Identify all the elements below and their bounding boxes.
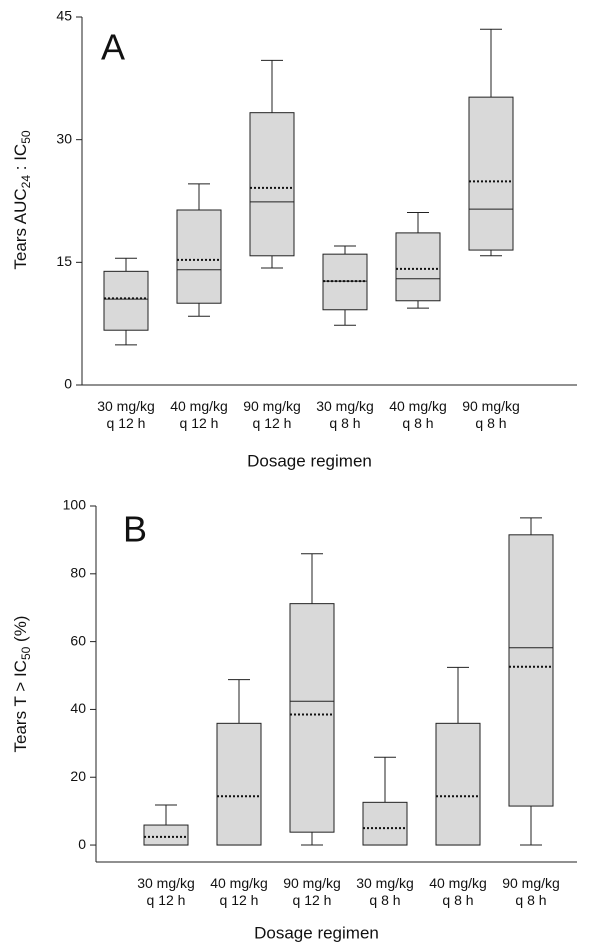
- x-tick-label-line: q 12 h: [107, 415, 146, 431]
- y-axis-title-part: Tears T > IC: [11, 660, 30, 752]
- x-tick-label-line: q 8 h: [515, 892, 546, 908]
- x-tick-label-line: 40 mg/kg: [170, 398, 228, 414]
- box: [103, 270, 149, 331]
- x-tick-label: 90 mg/kg q 8 h: [462, 398, 520, 431]
- box: [468, 96, 514, 251]
- x-tick-label: 30 mg/kg q 12 h: [97, 398, 155, 431]
- box: [508, 534, 554, 807]
- x-tick-label: 40 mg/kg q 12 h: [210, 875, 268, 908]
- x-tick-label-line: 90 mg/kg: [502, 875, 560, 891]
- x-tick-label: 90 mg/kg q 12 h: [283, 875, 341, 908]
- y-axis-title-part: Tears AUC: [11, 188, 30, 269]
- box: [395, 232, 441, 302]
- x-tick-label-line: 30 mg/kg: [137, 875, 195, 891]
- x-tick-label-line: q 8 h: [475, 415, 506, 431]
- x-tick-label: 40 mg/kg q 8 h: [389, 398, 447, 431]
- y-axis-title-subscript: 50: [19, 646, 33, 660]
- box: [249, 112, 295, 257]
- y-axis-title-subscript: 24: [19, 175, 33, 189]
- x-tick-label-line: q 12 h: [220, 892, 259, 908]
- x-tick-label-line: 40 mg/kg: [389, 398, 447, 414]
- y-tick-label: 0: [78, 836, 86, 852]
- x-tick-label: 40 mg/kg q 12 h: [170, 398, 228, 431]
- x-tick-label-line: 30 mg/kg: [316, 398, 374, 414]
- x-tick-label-line: q 8 h: [369, 892, 400, 908]
- box: [435, 722, 481, 846]
- box: [143, 824, 189, 846]
- x-tick-label-line: 30 mg/kg: [356, 875, 414, 891]
- x-axis-title: Dosage regimen: [247, 451, 372, 470]
- y-tick-label: 40: [70, 700, 86, 716]
- y-tick-label: 30: [56, 130, 72, 146]
- x-tick-label-line: q 12 h: [180, 415, 219, 431]
- x-tick-label-line: q 12 h: [253, 415, 292, 431]
- y-axis-title-subscript: 50: [19, 130, 33, 144]
- y-axis-title-part: : IC: [11, 144, 30, 175]
- y-tick-label: 80: [70, 565, 86, 581]
- x-tick-label-line: 90 mg/kg: [283, 875, 341, 891]
- x-tick-label-line: 90 mg/kg: [243, 398, 301, 414]
- x-axis-title: Dosage regimen: [254, 923, 379, 942]
- y-axis-title: Tears AUC24 : IC50: [11, 130, 33, 269]
- x-tick-label: 90 mg/kg q 8 h: [502, 875, 560, 908]
- x-tick-label: 30 mg/kg q 12 h: [137, 875, 195, 908]
- box: [176, 209, 222, 304]
- y-tick-label: 15: [56, 253, 72, 269]
- x-tick-label-line: q 12 h: [147, 892, 186, 908]
- x-tick-label-line: 90 mg/kg: [462, 398, 520, 414]
- x-tick-label-line: 40 mg/kg: [429, 875, 487, 891]
- y-axis-title-part: (%): [11, 616, 30, 647]
- panel-label: B: [123, 509, 147, 550]
- panel-label: A: [101, 27, 125, 68]
- x-tick-label-line: q 8 h: [442, 892, 473, 908]
- x-tick-label: 90 mg/kg q 12 h: [243, 398, 301, 431]
- y-axis-title: Tears T > IC50 (%): [11, 616, 33, 753]
- box: [216, 722, 262, 846]
- x-tick-label-line: q 8 h: [329, 415, 360, 431]
- y-tick-label: 100: [63, 497, 87, 513]
- box: [289, 603, 335, 833]
- y-tick-label: 45: [56, 8, 72, 24]
- x-tick-label-line: q 8 h: [402, 415, 433, 431]
- y-tick-label: 20: [70, 768, 86, 784]
- y-tick-label: 60: [70, 632, 86, 648]
- x-tick-label-line: 40 mg/kg: [210, 875, 268, 891]
- x-tick-label-line: q 12 h: [293, 892, 332, 908]
- x-tick-label-line: 30 mg/kg: [97, 398, 155, 414]
- x-tick-label: 30 mg/kg q 8 h: [316, 398, 374, 431]
- x-tick-label: 30 mg/kg q 8 h: [356, 875, 414, 908]
- x-tick-label: 40 mg/kg q 8 h: [429, 875, 487, 908]
- y-tick-label: 0: [64, 376, 72, 392]
- box: [362, 801, 408, 846]
